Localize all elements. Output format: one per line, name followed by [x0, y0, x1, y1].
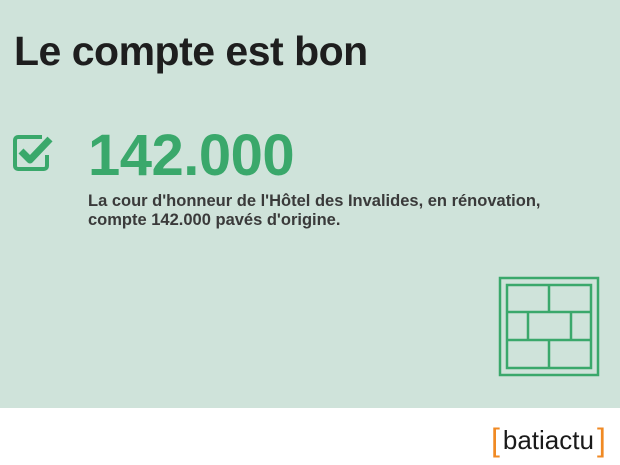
page-title: Le compte est bon — [14, 28, 368, 74]
stat-value: 142.000 — [88, 123, 295, 188]
infographic-panel: Le compte est bon 142.000 La cour d'honn… — [0, 0, 620, 408]
logo-bracket-close: ] — [596, 422, 606, 458]
logo-text: batiactu — [502, 425, 594, 455]
batiactu-logo: [ batiactu ] — [488, 422, 609, 459]
checkbox-checked-icon — [13, 135, 53, 171]
stat-description: La cour d'honneur de l'Hôtel des Invalid… — [88, 192, 541, 229]
paving-stones-icon — [498, 276, 600, 377]
logo-bracket-open: [ — [491, 422, 500, 458]
